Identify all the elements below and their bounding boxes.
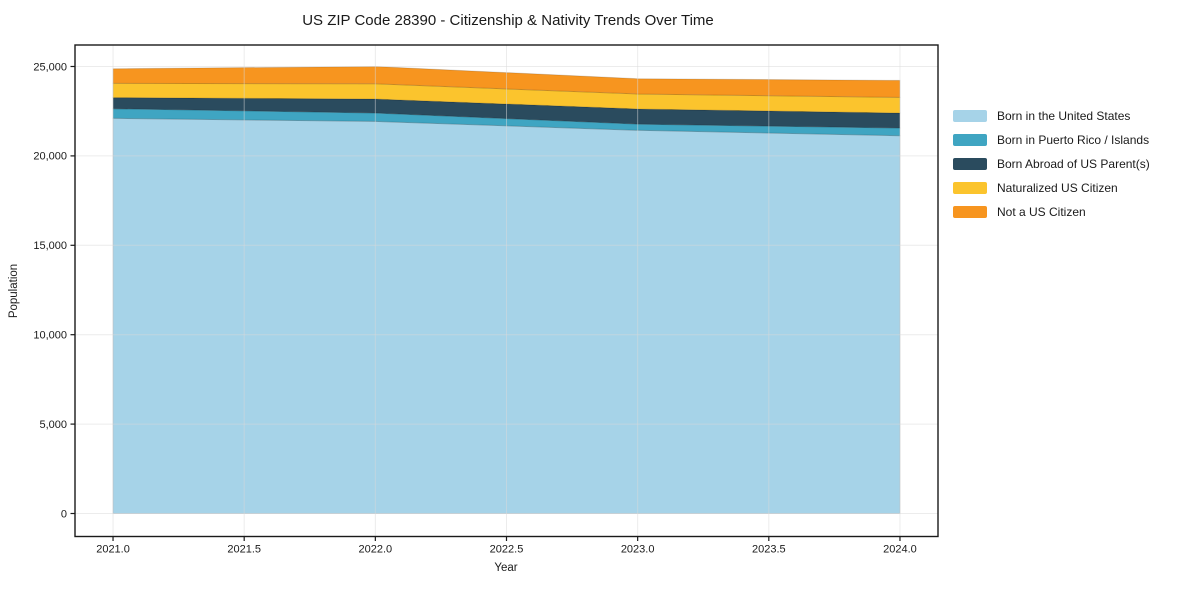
- legend-swatch: [953, 134, 987, 146]
- x-tick-label: 2022.5: [490, 544, 524, 556]
- legend: Born in the United States Born in Puerto …: [953, 110, 1150, 218]
- legend-label: Born in the United States: [997, 109, 1131, 123]
- y-tick-label: 0: [61, 508, 67, 520]
- y-axis-label: Population: [8, 264, 20, 318]
- x-axis-label: Year: [494, 562, 517, 574]
- legend-item-1: Born in the United States: [953, 110, 1150, 122]
- y-tick-label: 20,000: [33, 151, 67, 163]
- legend-swatch: [953, 110, 987, 122]
- gridlines-layer: [75, 45, 938, 537]
- legend-swatch: [953, 158, 987, 170]
- legend-swatch: [953, 206, 987, 218]
- tick-marks-layer: [70, 65, 901, 541]
- legend-label: Not a US Citizen: [997, 205, 1086, 219]
- x-tick-label: 2021.0: [96, 544, 130, 556]
- y-tick-label: 15,000: [33, 240, 67, 252]
- y-tick-label: 25,000: [33, 61, 67, 73]
- legend-item-4: Naturalized US Citizen: [953, 182, 1150, 194]
- legend-label: Born in Puerto Rico / Islands: [997, 133, 1150, 147]
- x-tick-label: 2021.5: [227, 544, 261, 556]
- legend-item-3: Born Abroad of US Parent(s): [953, 158, 1150, 170]
- x-tick-label: 2024.0: [883, 544, 917, 556]
- x-tick-label: 2023.5: [752, 544, 786, 556]
- legend-swatch: [953, 182, 987, 194]
- y-tick-label: 5,000: [39, 419, 67, 431]
- legend-item-2: Born in Puerto Rico / Islands: [953, 134, 1150, 146]
- chart-title: US ZIP Code 28390 - Citizenship & Nativi…: [302, 12, 714, 29]
- tick-labels-layer: 2021.0 2021.5 2022.0 2022.5 2023.0 2023.5 2024…: [33, 61, 916, 555]
- y-tick-label: 10,000: [33, 330, 67, 342]
- legend-label: Born Abroad of US Parent(s): [997, 157, 1150, 171]
- legend-item-5: Not a US Citizen: [953, 206, 1150, 218]
- x-tick-label: 2022.0: [359, 544, 393, 556]
- legend-label: Naturalized US Citizen: [997, 181, 1118, 195]
- x-tick-label: 2023.0: [621, 544, 655, 556]
